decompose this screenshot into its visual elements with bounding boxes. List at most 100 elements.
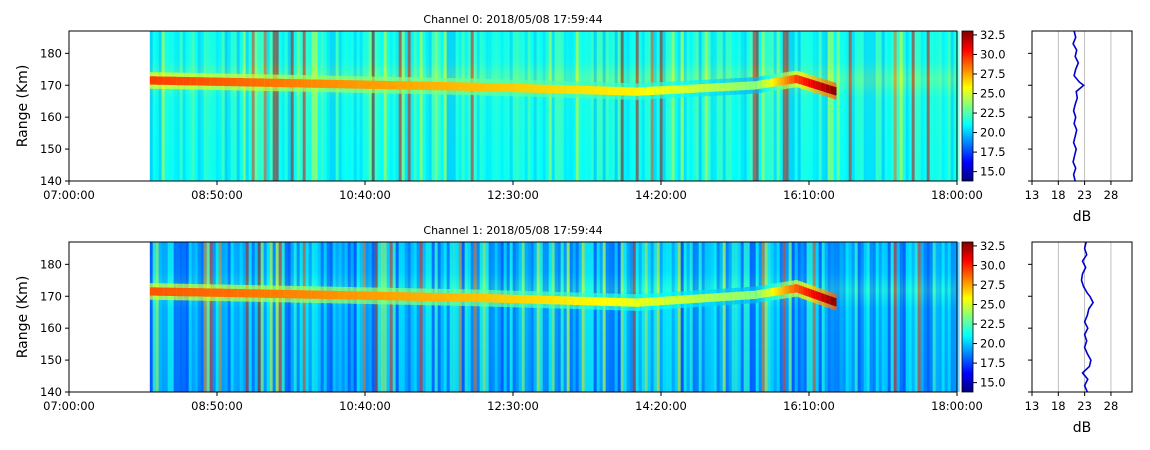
heatmap-column (515, 242, 519, 392)
profile-frame (1031, 241, 1133, 393)
heatmap-column (311, 242, 315, 392)
echo-layer-core (250, 78, 258, 87)
heatmap-column (641, 242, 645, 392)
echo-layer-core (834, 87, 837, 96)
echo-layer-core (788, 285, 792, 294)
echo-layer-core (331, 290, 339, 300)
profile-frame (1031, 30, 1133, 182)
heatmap-column (941, 242, 945, 392)
heatmap-column (902, 31, 906, 181)
heatmap-column (674, 242, 678, 392)
y-tick-label: 170 (40, 78, 62, 92)
colorbar-tick-label: 17.5 (980, 356, 1006, 370)
heatmap-column (437, 31, 441, 181)
echo-layer-core (834, 297, 837, 307)
heatmap-column (185, 31, 189, 181)
heatmap-column (731, 31, 735, 181)
channel-0-heatmap (69, 31, 960, 181)
echo-layer-core (560, 85, 568, 94)
heatmap-column (854, 242, 858, 392)
echo-layer-core (405, 81, 413, 90)
heatmap-column (356, 242, 360, 392)
echo-layer-core (163, 287, 171, 296)
colorbar-bar (961, 30, 974, 182)
heatmap-column (860, 31, 864, 181)
heatmap-column (635, 242, 639, 392)
heatmap-column (428, 31, 432, 181)
echo-layer-core (425, 81, 433, 91)
echo-layer-core (607, 86, 615, 95)
echo-layer-core (820, 293, 824, 302)
heatmap-column (890, 242, 894, 392)
echo-layer-core (378, 80, 386, 90)
echo-layer-core (756, 290, 760, 299)
echo-layer-core (740, 291, 746, 300)
echo-layer-core (761, 289, 765, 298)
heatmap-column (518, 31, 522, 181)
heatmap-column (236, 31, 240, 181)
heatmap-column (173, 31, 177, 181)
heatmap-column (782, 31, 786, 181)
echo-layer-core (829, 296, 832, 305)
heatmap-column (542, 242, 546, 392)
echo-layer-core (694, 294, 701, 303)
heatmap-column (899, 242, 903, 392)
heatmap-empty (69, 31, 150, 181)
heatmap-column (512, 31, 516, 181)
heatmap-column (689, 242, 693, 392)
heatmap-column (209, 31, 213, 181)
echo-layer-core (750, 290, 756, 300)
heatmap-column (389, 31, 393, 181)
heatmap-column (305, 31, 309, 181)
heatmap-column (521, 242, 525, 392)
heatmap-column (284, 242, 288, 392)
echo-layer-core (829, 85, 832, 94)
echo-layer-core (674, 85, 681, 94)
heatmap-column (449, 242, 453, 392)
heatmap-column (548, 242, 552, 392)
heatmap-column (728, 242, 732, 392)
echo-layer-core (257, 78, 265, 87)
heatmap-column (695, 31, 699, 181)
channel-0-profile: 13 18 23 28 (1025, 30, 1133, 202)
echo-layer-core (156, 287, 164, 296)
echo-layer-core (432, 292, 440, 302)
heatmap-column (452, 242, 456, 392)
echo-layer-core (768, 288, 771, 297)
heatmap-column (698, 31, 702, 181)
heatmap-column (191, 31, 195, 181)
heatmap-column (878, 242, 882, 392)
echo-layer-core (317, 290, 326, 299)
echo-layer-core (190, 77, 198, 86)
echo-layer-core (777, 287, 780, 296)
heatmap-column (407, 242, 411, 392)
heatmap-column (836, 31, 840, 181)
heatmap-column (392, 242, 396, 392)
heatmap-column (770, 242, 774, 392)
echo-layer-core (439, 293, 447, 302)
heatmap-column (599, 242, 603, 392)
heatmap-column (578, 242, 582, 392)
heatmap-column (416, 31, 420, 181)
heatmap-column (866, 31, 870, 181)
heatmap-column (773, 31, 777, 181)
heatmap-column (596, 31, 600, 181)
heatmap-column (398, 31, 402, 181)
heatmap-column (593, 242, 597, 392)
heatmap-column (212, 31, 216, 181)
heatmap-column (275, 242, 279, 392)
heatmap-column (215, 242, 219, 392)
heatmap-column (479, 31, 483, 181)
heatmap-column (665, 31, 669, 181)
echo-layer-core (802, 286, 805, 295)
heatmap-column (161, 31, 165, 181)
heatmap-column (896, 31, 900, 181)
echo-layer-core (817, 291, 820, 301)
y-tick-label: 170 (40, 289, 62, 303)
heatmap-column (485, 242, 489, 392)
profile-line (1072, 30, 1085, 182)
echo-layer-core (391, 81, 400, 90)
heatmap-column (527, 31, 531, 181)
heatmap-column (233, 31, 237, 181)
heatmap-column (800, 31, 804, 181)
